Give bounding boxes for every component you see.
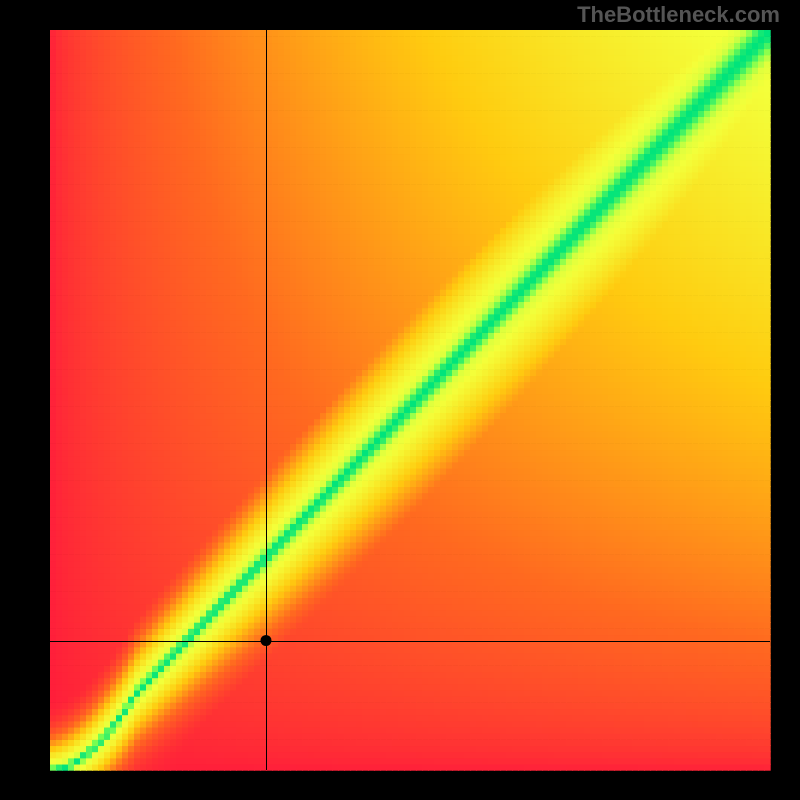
chart-container: TheBottleneck.com	[0, 0, 800, 800]
bottleneck-heatmap-canvas	[0, 0, 800, 800]
watermark-label: TheBottleneck.com	[577, 2, 780, 28]
